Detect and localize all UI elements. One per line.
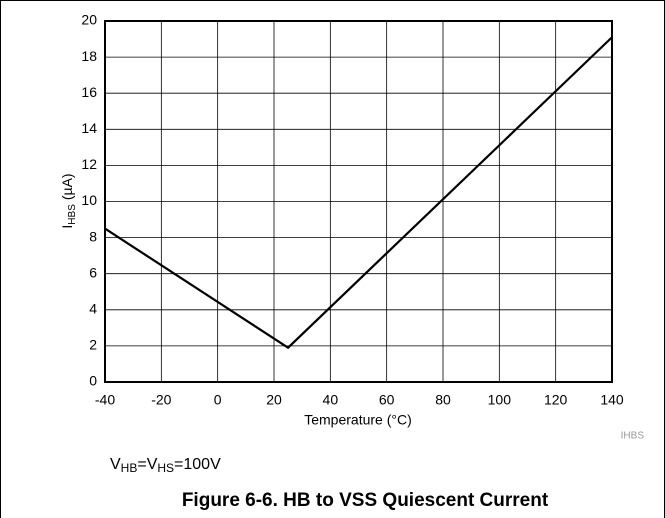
x-tick-label: 40 [323,392,339,408]
x-tick-label: -40 [95,392,115,408]
y-tick-label: 4 [89,301,97,317]
x-axis-label: Temperature (°C) [304,412,412,428]
y-tick-label: 12 [81,156,97,172]
figure-id: IHBS [621,431,645,442]
y-tick-label: 16 [81,84,97,100]
x-tick-label: -20 [151,392,171,408]
y-tick-label: 2 [89,337,97,353]
annotation-sub: HS [157,461,174,475]
annotation: VHB=VHS=100V [110,456,221,475]
y-label-sub: HBS [67,204,78,225]
y-tick-label: 14 [81,120,97,136]
x-tick-label: 100 [488,392,512,408]
y-label-main: I [59,225,75,229]
y-tick-label: 10 [81,192,97,208]
y-tick-label: 8 [89,228,97,244]
data-line [104,36,613,350]
plot-border [104,20,613,383]
x-tick-label: 80 [435,392,451,408]
annotation-part: =V [137,456,157,473]
x-tick-label: 60 [379,392,395,408]
y-tick-label: 20 [81,12,97,28]
y-tick-label: 6 [89,264,97,280]
x-tick-label: 20 [266,392,282,408]
chart-title: Figure 6-6. HB to VSS Quiescent Current [182,490,549,511]
y-tick-label: 0 [89,373,97,389]
x-tick-label: 140 [600,392,624,408]
y-axis-label: IHBS (µA) [59,173,78,228]
x-tick-label: 120 [544,392,568,408]
y-label-unit: (µA) [59,173,75,200]
annotation-part: V [110,456,121,473]
annotation-sub: HB [121,461,138,475]
annotation-part: =100V [174,456,221,473]
x-tick-label: 0 [214,392,222,408]
y-tick-label: 18 [81,48,97,64]
